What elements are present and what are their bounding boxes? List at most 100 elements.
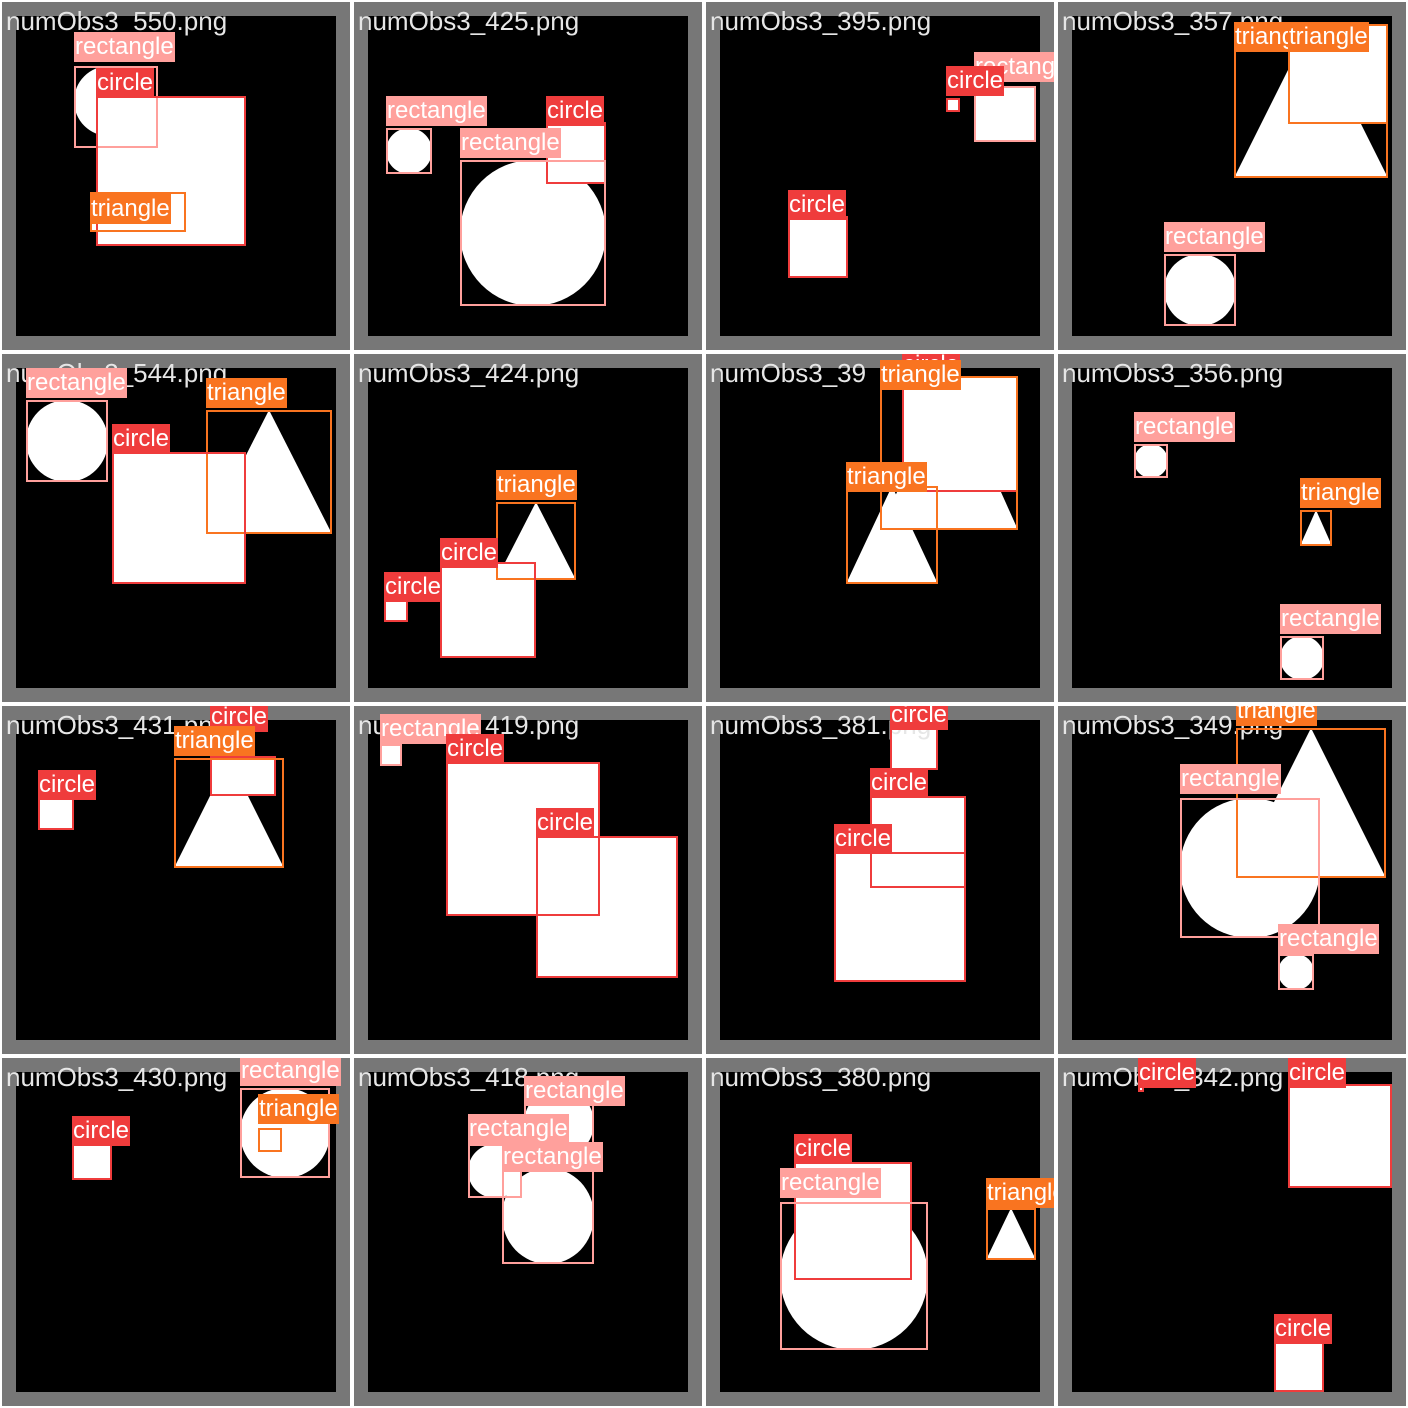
bounding-box — [206, 410, 332, 534]
bounding-box — [26, 400, 108, 482]
class-label: rectangle — [780, 1168, 881, 1198]
class-label: rectangle — [380, 714, 481, 744]
image-tile[interactable]: numObs3_550.png rectangle circle triangle — [2, 2, 350, 350]
image-tile[interactable]: numObs3_349.png triangle rectangle rectangl… — [1058, 706, 1406, 1054]
class-label: rectangle — [468, 1114, 569, 1144]
image-tile[interactable]: numObs3_419.pngrectanglecirclecircle — [354, 706, 702, 1054]
square-shape — [1274, 1342, 1324, 1392]
bounding-box — [974, 86, 1036, 142]
image-tile[interactable]: numObs3_424.png triangle circle circle — [354, 354, 702, 702]
class-label: rectangle — [1164, 222, 1265, 252]
image-tile[interactable]: numObs3_430.png rectangle triangle circle — [2, 1058, 350, 1406]
class-label: circle — [890, 706, 949, 730]
class-label: circle — [794, 1134, 853, 1164]
square-shape — [890, 722, 938, 770]
image-tile[interactable]: numObs3_431.png circle circle triangle — [2, 706, 350, 1054]
bounding-box — [834, 852, 966, 982]
bounding-box — [74, 66, 158, 148]
square-shape — [1288, 1084, 1392, 1188]
class-label: circle — [112, 424, 171, 454]
bounding-box — [72, 1144, 112, 1180]
class-label: rectangle — [74, 32, 175, 62]
image-filename: numObs3_550.png — [6, 6, 228, 36]
image-filename: numObs3_430.png — [6, 1062, 228, 1092]
square-shape — [788, 216, 848, 278]
class-label: circle — [870, 768, 929, 798]
image-tile[interactable]: numObs3_357.png rectangle triangle triangle — [1058, 2, 1406, 350]
class-label: circle — [536, 808, 595, 838]
class-label: rectangle — [1180, 764, 1281, 794]
bounding-box — [440, 562, 536, 658]
class-label: circle — [546, 96, 605, 126]
bounding-box — [536, 836, 678, 978]
circle-shape — [386, 128, 432, 174]
bounding-box — [946, 98, 960, 112]
class-label: rectangle — [386, 96, 487, 126]
square-shape — [112, 452, 246, 584]
class-label: rectangle — [1134, 412, 1235, 442]
class-label: rectangle — [26, 368, 127, 398]
class-label: triangle — [174, 726, 255, 756]
bounding-box — [780, 1202, 928, 1350]
square-shape — [380, 744, 402, 766]
class-label: circle — [1288, 1058, 1347, 1088]
class-label: triangle — [258, 1094, 339, 1124]
bounding-box — [502, 1168, 594, 1264]
class-label: circle — [446, 734, 505, 764]
circle-shape — [1180, 798, 1320, 938]
bounding-box — [380, 744, 402, 766]
bounding-box — [210, 756, 276, 796]
class-label: triangle — [846, 462, 927, 492]
class-label: triangle — [880, 360, 961, 390]
image-tile[interactable]: numObs3_39circletriangletriangle — [706, 354, 1054, 702]
bounding-box — [174, 758, 284, 868]
class-label: circle — [834, 824, 893, 854]
bounding-box — [258, 1128, 282, 1152]
square-shape — [1138, 1086, 1144, 1092]
bounding-box — [846, 486, 938, 584]
bounding-box — [1300, 510, 1332, 546]
class-label: rectangle — [502, 1142, 603, 1172]
square-shape — [536, 836, 678, 978]
square-shape — [834, 852, 966, 982]
class-label: rectangle — [240, 1058, 341, 1086]
bounding-box — [1164, 254, 1236, 326]
bounding-box — [986, 1208, 1036, 1260]
square-shape — [258, 1128, 282, 1152]
square-shape — [72, 1144, 112, 1180]
image-filename: numObs3_39 — [710, 358, 867, 388]
class-label: circle — [1138, 1058, 1197, 1088]
image-tile[interactable]: numObs3_395.pngcirclerectanglecircle — [706, 2, 1054, 350]
circle-shape — [1134, 444, 1168, 478]
class-label: circle — [96, 68, 155, 98]
class-label: circle — [384, 572, 443, 602]
image-tile[interactable]: numObs3_418.png rectangle rectangle rectang… — [354, 1058, 702, 1406]
bounding-box — [1180, 798, 1320, 938]
circle-shape — [1280, 636, 1324, 680]
circle-shape — [780, 1202, 928, 1350]
bounding-box — [1236, 728, 1386, 878]
image-tile[interactable]: numObs3_425.png rectangle circle rectangle — [354, 2, 702, 350]
bounding-box — [788, 216, 848, 278]
class-label: triangle — [1300, 478, 1381, 508]
bounding-box — [240, 1088, 330, 1178]
circle-shape — [1164, 254, 1236, 326]
circle-shape — [26, 400, 108, 482]
class-label: triangle — [1236, 706, 1317, 726]
image-filename: numObs3_380.png — [710, 1062, 932, 1092]
bounding-box — [1288, 1084, 1392, 1188]
bounding-box — [1280, 636, 1324, 680]
class-label: rectangle — [1280, 604, 1381, 634]
image-tile[interactable]: numObs3_381.png circle circle circle — [706, 706, 1054, 1054]
bounding-box — [1134, 444, 1168, 478]
circle-shape — [460, 160, 606, 306]
image-filename: numObs3_356.png — [1062, 358, 1284, 388]
square-shape — [946, 98, 960, 112]
class-label: rectangle — [524, 1076, 625, 1106]
image-tile[interactable]: numObs3_356.png rectangle triangle rectangl… — [1058, 354, 1406, 702]
class-label: circle — [788, 190, 847, 220]
class-label: triangle — [206, 378, 287, 408]
